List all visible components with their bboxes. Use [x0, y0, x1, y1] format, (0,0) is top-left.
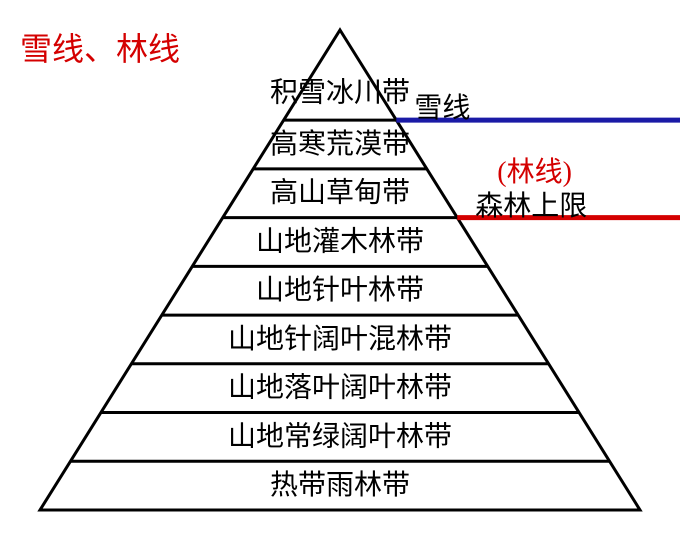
- zone-label: 山地针叶林带: [256, 274, 424, 306]
- zone-label: 热带雨林带: [270, 469, 410, 501]
- zone-label: 山地常绿阔叶林带: [228, 420, 452, 452]
- zone-label: 山地灌木林带: [256, 225, 424, 257]
- zone-label: 积雪冰川带: [270, 77, 410, 109]
- snowline-label: 雪线: [414, 86, 470, 126]
- zone-label: 高山草甸带: [270, 177, 410, 209]
- zone-label: 高寒荒漠带: [270, 128, 410, 160]
- diagram-stage: 雪线、林线 积雪冰川带高寒荒漠带高山草甸带山地灌木林带山地针叶林带山地针阔叶混林…: [0, 0, 700, 534]
- pyramid-svg: 积雪冰川带高寒荒漠带高山草甸带山地灌木林带山地针叶林带山地针阔叶混林带山地落叶阔…: [0, 0, 700, 534]
- zone-label: 山地落叶阔叶林带: [228, 372, 452, 404]
- forest-upper-limit-label: 森林上限: [475, 184, 587, 224]
- zone-label: 山地针阔叶混林带: [228, 323, 452, 355]
